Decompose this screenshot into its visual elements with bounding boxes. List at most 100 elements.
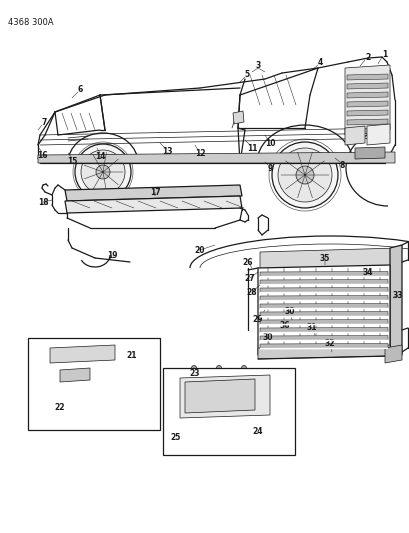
Polygon shape <box>259 319 387 325</box>
Circle shape <box>389 335 395 341</box>
Text: 10: 10 <box>264 139 274 148</box>
Text: 14: 14 <box>94 151 105 160</box>
Text: 19: 19 <box>106 251 117 260</box>
Circle shape <box>180 400 186 406</box>
Polygon shape <box>259 348 387 350</box>
Polygon shape <box>259 308 387 310</box>
Polygon shape <box>346 119 387 125</box>
Polygon shape <box>50 345 115 363</box>
Text: 23: 23 <box>189 369 200 378</box>
FancyBboxPatch shape <box>28 338 160 430</box>
Polygon shape <box>184 379 254 413</box>
Circle shape <box>75 144 131 200</box>
Polygon shape <box>354 147 384 159</box>
Text: 12: 12 <box>194 149 205 157</box>
Polygon shape <box>259 311 387 317</box>
Text: 7: 7 <box>41 117 47 126</box>
Polygon shape <box>259 343 387 349</box>
Text: 4368 300A: 4368 300A <box>8 18 54 27</box>
Polygon shape <box>259 332 387 334</box>
Polygon shape <box>259 303 387 309</box>
Polygon shape <box>60 368 90 382</box>
Circle shape <box>65 375 71 381</box>
Polygon shape <box>366 124 389 145</box>
Polygon shape <box>259 324 387 326</box>
Circle shape <box>241 366 246 370</box>
Text: 21: 21 <box>126 351 137 359</box>
Polygon shape <box>259 276 387 278</box>
Text: 32: 32 <box>324 338 335 348</box>
Text: 31: 31 <box>306 324 317 333</box>
Text: 28: 28 <box>246 287 257 296</box>
Circle shape <box>81 150 125 194</box>
Circle shape <box>79 374 85 380</box>
Text: 6: 6 <box>77 85 83 93</box>
Polygon shape <box>259 284 387 286</box>
Polygon shape <box>389 245 401 358</box>
Text: 4: 4 <box>317 58 322 67</box>
Text: 2: 2 <box>364 52 370 61</box>
Circle shape <box>271 142 337 208</box>
Polygon shape <box>259 335 387 341</box>
Text: 35: 35 <box>319 254 329 262</box>
Text: 30: 30 <box>284 308 294 317</box>
Polygon shape <box>259 295 387 301</box>
Text: 1: 1 <box>382 50 387 59</box>
Polygon shape <box>346 110 387 116</box>
Text: 15: 15 <box>67 157 77 166</box>
Text: 13: 13 <box>162 147 172 156</box>
Text: 16: 16 <box>37 150 47 159</box>
Polygon shape <box>344 65 389 135</box>
Text: 33: 33 <box>392 290 402 300</box>
Circle shape <box>389 275 395 281</box>
Polygon shape <box>180 375 270 418</box>
Circle shape <box>216 366 221 370</box>
Circle shape <box>180 409 186 415</box>
Polygon shape <box>259 248 397 272</box>
FancyBboxPatch shape <box>163 368 294 455</box>
Text: 26: 26 <box>242 257 253 266</box>
Polygon shape <box>257 345 389 359</box>
Circle shape <box>295 166 313 184</box>
Text: 22: 22 <box>55 403 65 413</box>
Text: 11: 11 <box>246 143 256 152</box>
Text: 5: 5 <box>244 69 249 78</box>
Text: 29: 29 <box>252 316 263 325</box>
Polygon shape <box>259 279 387 285</box>
Polygon shape <box>259 271 387 277</box>
Text: 17: 17 <box>149 188 160 197</box>
Polygon shape <box>259 292 387 294</box>
Text: 20: 20 <box>194 246 205 254</box>
Circle shape <box>277 148 331 202</box>
Polygon shape <box>346 83 387 89</box>
Polygon shape <box>346 74 387 80</box>
Polygon shape <box>257 265 389 355</box>
Text: 36: 36 <box>279 320 290 329</box>
Polygon shape <box>38 152 394 163</box>
Circle shape <box>96 165 110 179</box>
Text: 34: 34 <box>362 268 372 277</box>
Polygon shape <box>259 300 387 302</box>
Circle shape <box>191 366 196 370</box>
Polygon shape <box>259 287 387 293</box>
Polygon shape <box>344 126 364 145</box>
Polygon shape <box>346 101 387 107</box>
Text: 8: 8 <box>339 160 344 169</box>
Polygon shape <box>65 196 241 213</box>
Text: 27: 27 <box>244 273 255 282</box>
Polygon shape <box>259 316 387 318</box>
Polygon shape <box>232 111 243 124</box>
Polygon shape <box>65 185 241 201</box>
Text: 18: 18 <box>38 198 48 206</box>
Polygon shape <box>259 327 387 333</box>
Circle shape <box>389 295 395 301</box>
Text: 30: 30 <box>262 334 272 343</box>
Polygon shape <box>346 128 387 134</box>
Polygon shape <box>259 340 387 342</box>
Text: 24: 24 <box>252 427 263 437</box>
Text: 25: 25 <box>171 433 181 442</box>
Text: 3: 3 <box>255 61 260 69</box>
Polygon shape <box>384 345 401 363</box>
Text: 9: 9 <box>267 164 272 173</box>
Polygon shape <box>346 92 387 98</box>
